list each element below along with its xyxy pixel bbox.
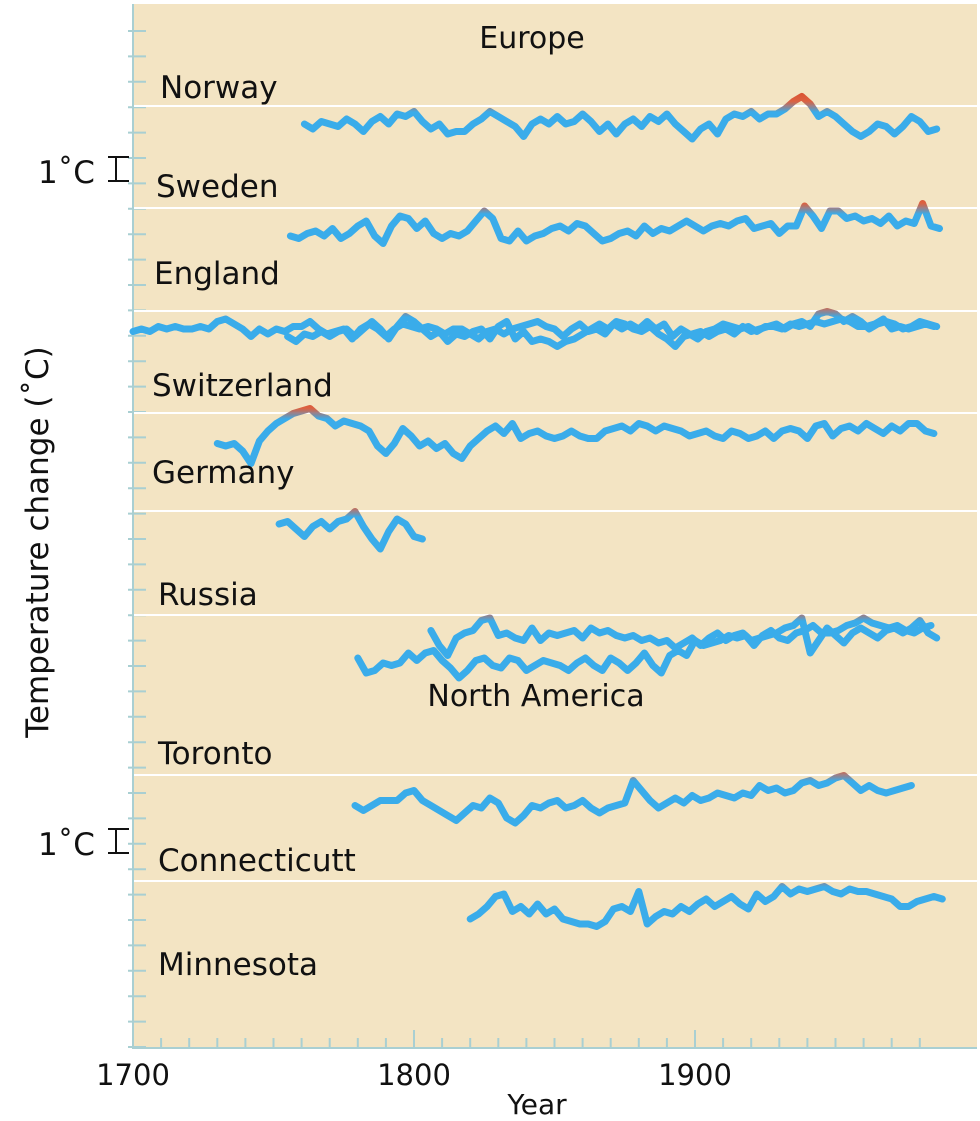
- series-label-switzerland: Switzerland: [152, 368, 333, 404]
- group-title-north-america: North America: [427, 679, 644, 714]
- series-line-minnesota: [466, 883, 946, 930]
- scale-label-europe: 1˚C: [38, 155, 95, 191]
- plot-background: [132, 4, 977, 1048]
- y-axis-label: Temperature change (˚C): [20, 346, 56, 739]
- series-line-norway: [300, 93, 941, 143]
- series-line-germany: [213, 405, 938, 467]
- series-line-russia-1: [275, 508, 426, 553]
- scale-bracket-north-america: [108, 828, 129, 854]
- minor-ticks: [128, 30, 146, 1048]
- series-line-switzerland: [284, 308, 941, 350]
- series-label-england: England: [154, 256, 280, 292]
- series-label-russia: Russia: [158, 577, 258, 613]
- x-axis-label: Year: [506, 1088, 567, 1121]
- series-label-germany: Germany: [152, 455, 294, 491]
- series-label-connecticutt: Connecticutt: [158, 843, 356, 879]
- series-label-minnesota: Minnesota: [158, 947, 318, 983]
- series-line-connecticutt: [351, 772, 915, 827]
- group-title-europe: Europe: [479, 21, 585, 56]
- x-axis-ticks: 1700 1800 1900: [96, 1030, 921, 1092]
- series-line-england: [129, 315, 938, 343]
- series-label-toronto: Toronto: [157, 736, 272, 772]
- series-line-russia-2: [427, 614, 941, 659]
- series-line-sweden: [286, 200, 943, 247]
- series-layer: [129, 93, 946, 930]
- x-tick-label-1800: 1800: [377, 1058, 451, 1092]
- x-tick-label-1900: 1900: [658, 1058, 732, 1092]
- series-label-sweden: Sweden: [156, 169, 279, 205]
- series-line-toronto: [354, 614, 935, 682]
- scale-bracket-europe: [108, 156, 129, 182]
- series-label-norway: Norway: [160, 70, 278, 106]
- scale-label-north-america: 1˚C: [38, 827, 95, 863]
- x-tick-label-1700: 1700: [96, 1058, 170, 1092]
